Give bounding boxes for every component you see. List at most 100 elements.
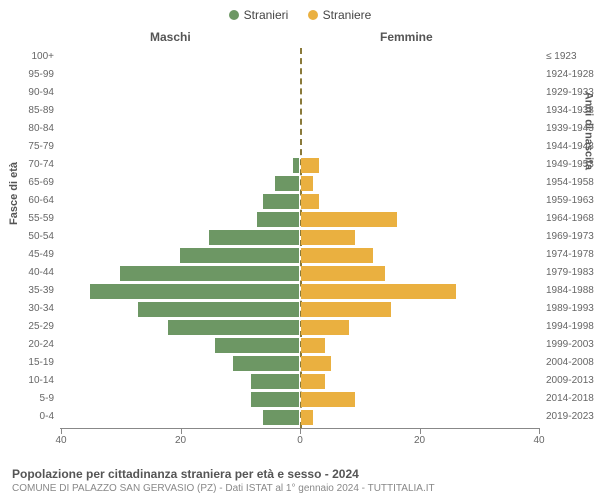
age-label: 80-84 bbox=[4, 120, 54, 138]
age-label: 45-49 bbox=[4, 246, 54, 264]
legend: Stranieri Straniere bbox=[0, 8, 600, 23]
pyramid-row: 5-92014-2018 bbox=[60, 390, 540, 408]
birth-year-label: 1949-1953 bbox=[546, 156, 600, 174]
pyramid-row: 40-441979-1983 bbox=[60, 264, 540, 282]
pyramid-row: 100+≤ 1923 bbox=[60, 48, 540, 66]
age-label: 5-9 bbox=[4, 390, 54, 408]
x-tick-label: 20 bbox=[175, 435, 186, 446]
pyramid-row: 50-541969-1973 bbox=[60, 228, 540, 246]
pyramid-row: 30-341989-1993 bbox=[60, 300, 540, 318]
bar-male bbox=[263, 410, 299, 425]
birth-year-label: 1999-2003 bbox=[546, 336, 600, 354]
age-label: 10-14 bbox=[4, 372, 54, 390]
bar-female bbox=[301, 284, 456, 299]
age-label: 20-24 bbox=[4, 336, 54, 354]
legend-label-female: Straniere bbox=[323, 8, 372, 22]
birth-year-label: 2019-2023 bbox=[546, 408, 600, 426]
bar-male bbox=[209, 230, 299, 245]
chart-title: Popolazione per cittadinanza straniera p… bbox=[12, 467, 588, 481]
bar-female bbox=[301, 320, 349, 335]
pyramid-row: 0-42019-2023 bbox=[60, 408, 540, 426]
bar-male bbox=[263, 194, 299, 209]
bar-male bbox=[251, 392, 299, 407]
legend-item-female: Straniere bbox=[308, 8, 372, 22]
age-label: 95-99 bbox=[4, 66, 54, 84]
age-label: 65-69 bbox=[4, 174, 54, 192]
age-label: 50-54 bbox=[4, 228, 54, 246]
birth-year-label: 1974-1978 bbox=[546, 246, 600, 264]
pyramid-row: 60-641959-1963 bbox=[60, 192, 540, 210]
x-tick-label: 40 bbox=[55, 435, 66, 446]
age-label: 85-89 bbox=[4, 102, 54, 120]
birth-year-label: 1924-1928 bbox=[546, 66, 600, 84]
birth-year-label: 1959-1963 bbox=[546, 192, 600, 210]
birth-year-label: 2014-2018 bbox=[546, 390, 600, 408]
column-header-female: Femmine bbox=[380, 30, 433, 44]
chart-subtitle: COMUNE DI PALAZZO SAN GERVASIO (PZ) - Da… bbox=[12, 483, 588, 494]
bar-male bbox=[275, 176, 299, 191]
bar-female bbox=[301, 374, 325, 389]
birth-year-label: 1979-1983 bbox=[546, 264, 600, 282]
x-axis: 402002040 bbox=[60, 428, 540, 448]
bar-male bbox=[215, 338, 299, 353]
birth-year-label: 2004-2008 bbox=[546, 354, 600, 372]
birth-year-label: 1989-1993 bbox=[546, 300, 600, 318]
age-label: 30-34 bbox=[4, 300, 54, 318]
bar-female bbox=[301, 230, 355, 245]
bar-female bbox=[301, 392, 355, 407]
birth-year-label: 1954-1958 bbox=[546, 174, 600, 192]
bar-female bbox=[301, 212, 397, 227]
bar-male bbox=[233, 356, 299, 371]
x-tick-label: 0 bbox=[297, 435, 303, 446]
age-label: 90-94 bbox=[4, 84, 54, 102]
birth-year-label: 1929-1933 bbox=[546, 84, 600, 102]
bar-female bbox=[301, 158, 319, 173]
pyramid-row: 45-491974-1978 bbox=[60, 246, 540, 264]
age-label: 100+ bbox=[4, 48, 54, 66]
bar-male bbox=[293, 158, 299, 173]
legend-swatch-male bbox=[229, 10, 239, 20]
birth-year-label: 1969-1973 bbox=[546, 228, 600, 246]
age-label: 75-79 bbox=[4, 138, 54, 156]
age-label: 35-39 bbox=[4, 282, 54, 300]
age-label: 40-44 bbox=[4, 264, 54, 282]
pyramid-row: 80-841939-1943 bbox=[60, 120, 540, 138]
x-tick bbox=[300, 429, 301, 434]
x-tick bbox=[539, 429, 540, 434]
bar-female bbox=[301, 356, 331, 371]
bar-male bbox=[257, 212, 299, 227]
age-label: 0-4 bbox=[4, 408, 54, 426]
age-label: 60-64 bbox=[4, 192, 54, 210]
pyramid-row: 95-991924-1928 bbox=[60, 66, 540, 84]
legend-label-male: Stranieri bbox=[244, 8, 289, 22]
birth-year-label: 1934-1938 bbox=[546, 102, 600, 120]
birth-year-label: 1939-1943 bbox=[546, 120, 600, 138]
legend-swatch-female bbox=[308, 10, 318, 20]
bar-female bbox=[301, 266, 385, 281]
age-label: 55-59 bbox=[4, 210, 54, 228]
bar-female bbox=[301, 194, 319, 209]
pyramid-row: 70-741949-1953 bbox=[60, 156, 540, 174]
bar-male bbox=[120, 266, 299, 281]
bar-male bbox=[138, 302, 299, 317]
bar-female bbox=[301, 302, 391, 317]
pyramid-row: 10-142009-2013 bbox=[60, 372, 540, 390]
birth-year-label: ≤ 1923 bbox=[546, 48, 600, 66]
birth-year-label: 1984-1988 bbox=[546, 282, 600, 300]
age-label: 25-29 bbox=[4, 318, 54, 336]
x-tick-label: 20 bbox=[414, 435, 425, 446]
x-tick bbox=[181, 429, 182, 434]
bar-male bbox=[251, 374, 299, 389]
bar-male bbox=[180, 248, 300, 263]
column-header-male: Maschi bbox=[150, 30, 191, 44]
bar-female bbox=[301, 176, 313, 191]
pyramid-row: 15-192004-2008 bbox=[60, 354, 540, 372]
pyramid-row: 35-391984-1988 bbox=[60, 282, 540, 300]
bar-female bbox=[301, 338, 325, 353]
pyramid-row: 85-891934-1938 bbox=[60, 102, 540, 120]
pyramid-row: 55-591964-1968 bbox=[60, 210, 540, 228]
bar-female bbox=[301, 248, 373, 263]
pyramid-row: 75-791944-1948 bbox=[60, 138, 540, 156]
birth-year-label: 1964-1968 bbox=[546, 210, 600, 228]
age-label: 15-19 bbox=[4, 354, 54, 372]
